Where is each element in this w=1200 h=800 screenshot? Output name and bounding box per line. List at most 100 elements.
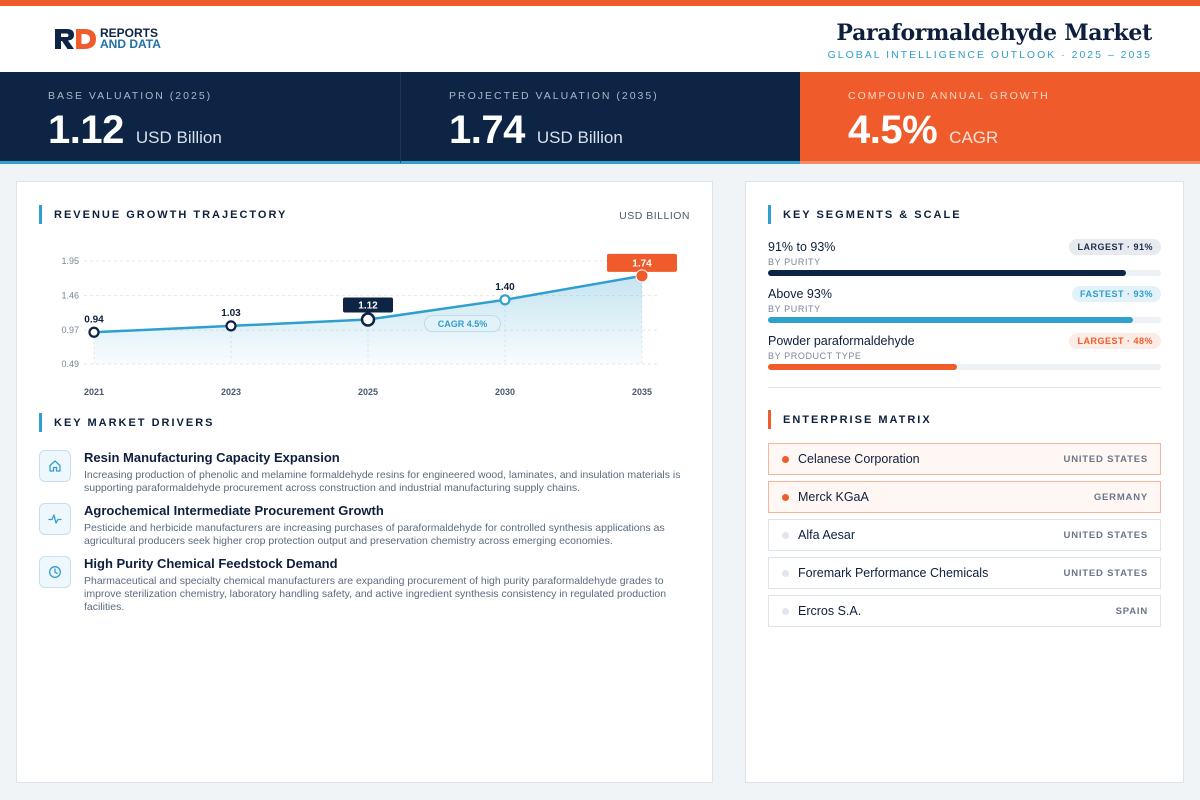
segment-item: Powder paraformaldehyde BY PRODUCT TYPE … (768, 333, 1161, 381)
segment-bar-fill (768, 317, 1134, 323)
value-label: 1.40 (495, 282, 515, 293)
kpi-label: PROJECTED VALUATION (2035) (449, 90, 659, 102)
value-label: 1.74 (632, 258, 652, 269)
driver-title: High Purity Chemical Feedstock Demand (84, 556, 338, 571)
company-country: GERMANY (1093, 492, 1148, 503)
kpi-strip: BASE VALUATION (2025) 1.12 USD Billion P… (0, 72, 1200, 164)
driver-description: Increasing production of phenolic and me… (84, 469, 681, 494)
y-tick-label: 0.97 (61, 325, 79, 335)
kpi-unit: USD Billion (536, 128, 623, 147)
kpi-unit: USD Billion (135, 128, 222, 147)
x-tick-label: 2021 (84, 387, 104, 397)
segment-category: BY PURITY (768, 257, 821, 267)
clock-icon (39, 556, 71, 588)
x-tick-label: 2030 (495, 387, 515, 397)
driver-description: Pharmaceutical and specialty chemical ma… (84, 575, 667, 613)
accent-strip (0, 0, 1200, 6)
driver-item: Agrochemical Intermediate Procurement Gr… (39, 503, 699, 556)
home-icon (39, 450, 71, 482)
company-row[interactable]: Ercros S.A. SPAIN (768, 595, 1161, 627)
data-point (635, 269, 649, 283)
segment-badge: LARGEST · 91% (1069, 239, 1161, 255)
data-point (360, 312, 376, 327)
company-name: Foremark Performance Chemicals (798, 566, 989, 580)
segment-category: BY PRODUCT TYPE (768, 351, 862, 361)
revenue-line-chart: 1.95 1.46 0.97 0.49 CAGR 4.5% 0.94 2021 1.03 202… (61, 253, 677, 397)
rd-logo-icon (55, 29, 96, 49)
drivers-section-title: KEY MARKET DRIVERS (39, 413, 214, 432)
status-dot (782, 608, 789, 615)
page-title: Paraformaldehyde Market (836, 20, 1152, 46)
y-tick-label: 0.49 (61, 359, 79, 369)
data-point (225, 320, 237, 332)
brand-logo[interactable]: REPORTS AND DATA (54, 26, 161, 51)
kpi-unit: CAGR (949, 128, 999, 147)
company-row[interactable]: Celanese Corporation UNITED STATES (768, 443, 1161, 475)
activity-icon (39, 503, 71, 535)
left-panel: REVENUE GROWTH TRAJECTORY USD BILLION 1.… (16, 181, 713, 783)
right-panel: KEY SEGMENTS & SCALE 91% to 93% BY PURIT… (745, 181, 1184, 783)
company-country: UNITED STATES (1063, 454, 1148, 465)
cagr-pill (424, 315, 501, 333)
segment-category: BY PURITY (768, 304, 821, 314)
segment-badge: FASTEST · 93% (1071, 286, 1161, 302)
enterprise-matrix: Celanese Corporation UNITED STATES Merck… (768, 443, 1161, 633)
segment-bar-track (768, 364, 1161, 370)
kpi-projected-valuation: PROJECTED VALUATION (2035) 1.74 USD Bill… (400, 72, 800, 164)
company-row[interactable]: Foremark Performance Chemicals UNITED ST… (768, 557, 1161, 589)
company-name: Merck KGaA (798, 490, 869, 504)
kpi-value: 4.5% (848, 108, 938, 152)
segments-section-title: KEY SEGMENTS & SCALE (768, 205, 962, 224)
x-tick-label: 2023 (221, 387, 241, 397)
segment-bar-fill (768, 364, 957, 370)
segment-name: Above 93% (768, 287, 832, 301)
driver-description: Pesticide and herbicide manufacturers ar… (84, 522, 665, 547)
segment-bar-track (768, 270, 1161, 276)
brand-line-1: REPORTS (100, 26, 159, 40)
chart-unit-note: USD BILLION (619, 210, 690, 222)
status-dot (782, 456, 789, 463)
value-label-box (343, 297, 393, 313)
kpi-value: 1.12 (48, 108, 124, 152)
value-label-box (607, 253, 677, 272)
status-dot (782, 494, 789, 501)
segment-badge: LARGEST · 48% (1069, 333, 1161, 349)
segment-name: 91% to 93% (768, 240, 836, 254)
chart-section-title: REVENUE GROWTH TRAJECTORY (39, 205, 287, 224)
data-point (88, 326, 100, 338)
company-country: UNITED STATES (1063, 530, 1148, 541)
segment-bar-fill (768, 270, 1126, 276)
kpi-cagr: COMPOUND ANNUAL GROWTH 4.5% CAGR (800, 72, 1200, 164)
y-tick-label: 1.46 (61, 291, 79, 301)
segment-item: 91% to 93% BY PURITY LARGEST · 91% (768, 239, 1161, 287)
brand-line-2: AND DATA (100, 37, 161, 51)
company-name: Celanese Corporation (798, 452, 920, 466)
value-label: 0.94 (84, 314, 104, 325)
driver-title: Agrochemical Intermediate Procurement Gr… (84, 503, 384, 518)
company-row[interactable]: Merck KGaA GERMANY (768, 481, 1161, 513)
driver-item: Resin Manufacturing Capacity Expansion I… (39, 450, 699, 503)
company-country: SPAIN (1115, 606, 1148, 617)
y-tick-label: 1.95 (61, 256, 79, 266)
segment-name: Powder paraformaldehyde (768, 334, 915, 348)
section-divider (768, 387, 1161, 388)
company-row[interactable]: Alfa Aesar UNITED STATES (768, 519, 1161, 551)
company-name: Alfa Aesar (798, 528, 855, 542)
drivers-list: Resin Manufacturing Capacity Expansion I… (39, 450, 699, 613)
page-subtitle: GLOBAL INTELLIGENCE OUTLOOK · 2025 – 203… (827, 49, 1152, 61)
page-header: REPORTS AND DATA Paraformaldehyde Market… (0, 6, 1200, 72)
segments-list: 91% to 93% BY PURITY LARGEST · 91% Above… (768, 239, 1161, 381)
value-label: 1.03 (221, 308, 241, 319)
value-label: 1.12 (358, 301, 378, 312)
x-tick-label: 2025 (358, 387, 378, 397)
data-point (499, 294, 511, 306)
kpi-base-valuation: BASE VALUATION (2025) 1.12 USD Billion (0, 72, 400, 164)
company-name: Ercros S.A. (798, 604, 862, 618)
company-country: UNITED STATES (1063, 568, 1148, 579)
status-dot (782, 532, 789, 539)
cagr-pill-label: CAGR 4.5% (438, 319, 488, 329)
status-dot (782, 570, 789, 577)
driver-item: High Purity Chemical Feedstock Demand Ph… (39, 556, 699, 613)
matrix-section-title: ENTERPRISE MATRIX (768, 410, 932, 429)
segment-item: Above 93% BY PURITY FASTEST · 93% (768, 286, 1161, 334)
